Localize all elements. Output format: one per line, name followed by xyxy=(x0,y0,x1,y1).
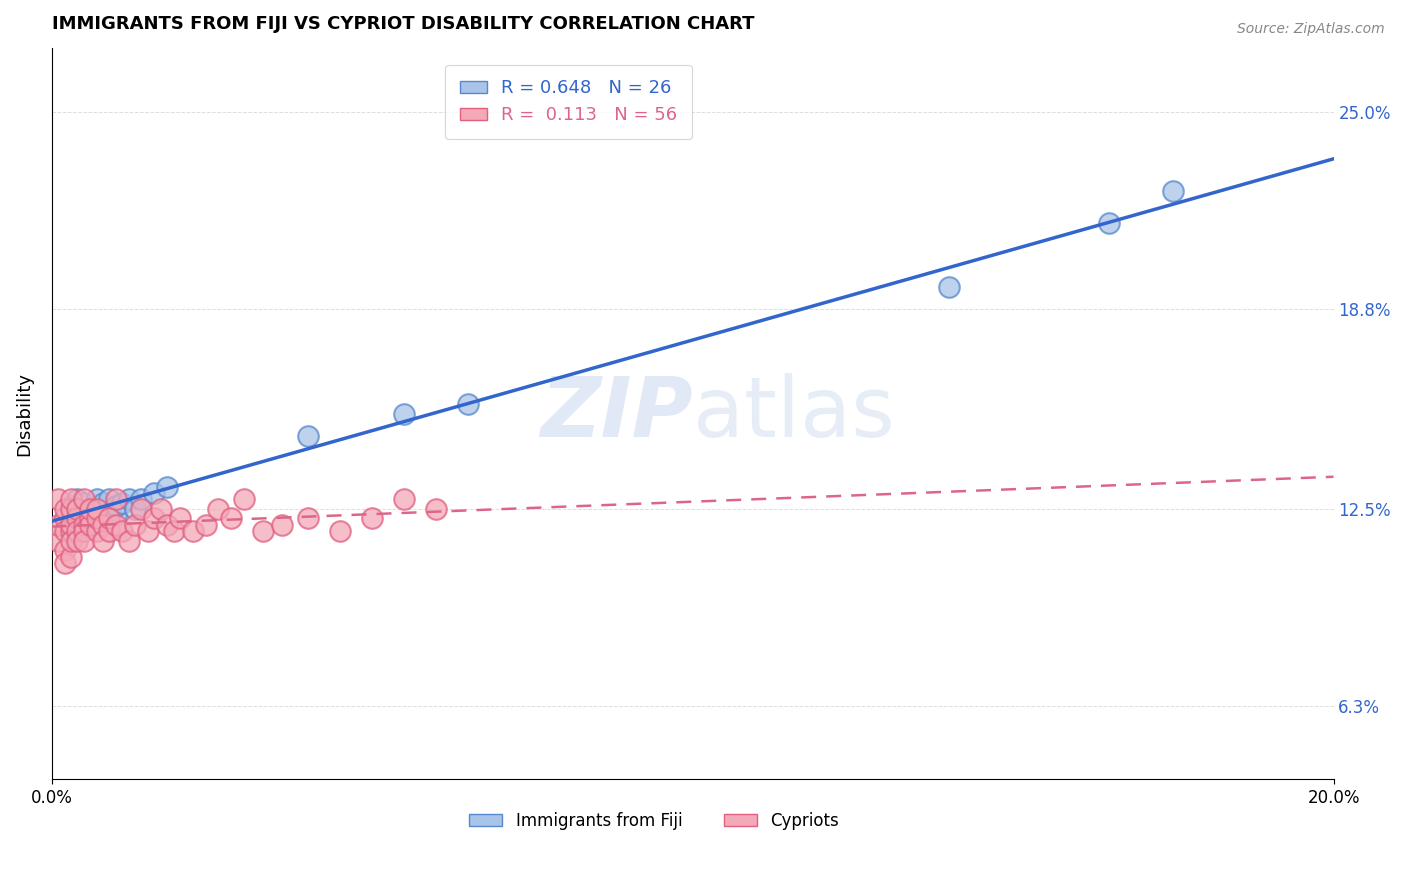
Point xyxy=(143,486,166,500)
Point xyxy=(149,502,172,516)
Point xyxy=(425,502,447,516)
Point xyxy=(169,511,191,525)
Point xyxy=(252,524,274,539)
Point xyxy=(118,492,141,507)
Point xyxy=(1098,216,1121,230)
Point xyxy=(104,492,127,507)
Point xyxy=(73,517,96,532)
Point xyxy=(1161,185,1184,199)
Point xyxy=(98,511,121,525)
Point xyxy=(53,511,76,525)
Point xyxy=(91,533,114,548)
Point xyxy=(73,492,96,507)
Text: Source: ZipAtlas.com: Source: ZipAtlas.com xyxy=(1237,22,1385,37)
Point xyxy=(66,524,89,539)
Point xyxy=(66,502,89,516)
Text: atlas: atlas xyxy=(693,373,894,454)
Point xyxy=(394,407,416,421)
Point xyxy=(59,492,82,507)
Point xyxy=(79,502,101,516)
Point xyxy=(46,492,69,507)
Point xyxy=(181,524,204,539)
Point xyxy=(143,511,166,525)
Point xyxy=(73,495,96,509)
Point xyxy=(361,511,384,525)
Point xyxy=(91,517,114,532)
Point xyxy=(111,495,134,509)
Y-axis label: Disability: Disability xyxy=(15,372,32,456)
Point xyxy=(59,524,82,539)
Point xyxy=(73,533,96,548)
Point xyxy=(297,429,319,443)
Point xyxy=(86,502,108,516)
Point xyxy=(156,480,179,494)
Point xyxy=(66,505,89,519)
Point xyxy=(53,543,76,558)
Point xyxy=(86,502,108,516)
Point xyxy=(86,511,108,525)
Point xyxy=(118,533,141,548)
Point xyxy=(104,517,127,532)
Point xyxy=(104,508,127,523)
Point xyxy=(86,492,108,507)
Point xyxy=(297,511,319,525)
Point xyxy=(91,495,114,509)
Point xyxy=(86,524,108,539)
Point xyxy=(194,517,217,532)
Point xyxy=(98,505,121,519)
Point xyxy=(59,502,82,516)
Point xyxy=(98,492,121,507)
Point xyxy=(124,517,146,532)
Point xyxy=(66,511,89,525)
Point xyxy=(73,524,96,539)
Point xyxy=(131,492,153,507)
Point xyxy=(59,499,82,513)
Point xyxy=(53,524,76,539)
Point xyxy=(66,492,89,507)
Point xyxy=(124,502,146,516)
Point xyxy=(136,524,159,539)
Point xyxy=(98,524,121,539)
Point xyxy=(91,511,114,525)
Point xyxy=(162,524,184,539)
Point xyxy=(233,492,256,507)
Point xyxy=(53,556,76,570)
Point xyxy=(457,397,479,411)
Point xyxy=(79,517,101,532)
Point xyxy=(219,511,242,525)
Point xyxy=(59,517,82,532)
Point xyxy=(79,515,101,529)
Point xyxy=(46,533,69,548)
Point xyxy=(104,499,127,513)
Point xyxy=(394,492,416,507)
Point xyxy=(73,511,96,525)
Point xyxy=(271,517,294,532)
Point xyxy=(938,279,960,293)
Point xyxy=(59,549,82,564)
Point xyxy=(156,517,179,532)
Point xyxy=(131,502,153,516)
Text: IMMIGRANTS FROM FIJI VS CYPRIOT DISABILITY CORRELATION CHART: IMMIGRANTS FROM FIJI VS CYPRIOT DISABILI… xyxy=(52,15,754,33)
Point xyxy=(53,502,76,516)
Point xyxy=(111,524,134,539)
Point xyxy=(59,533,82,548)
Point xyxy=(329,524,352,539)
Legend: Immigrants from Fiji, Cypriots: Immigrants from Fiji, Cypriots xyxy=(463,805,846,837)
Text: ZIP: ZIP xyxy=(540,373,693,454)
Point xyxy=(207,502,229,516)
Point xyxy=(66,533,89,548)
Point xyxy=(46,517,69,532)
Point xyxy=(79,511,101,525)
